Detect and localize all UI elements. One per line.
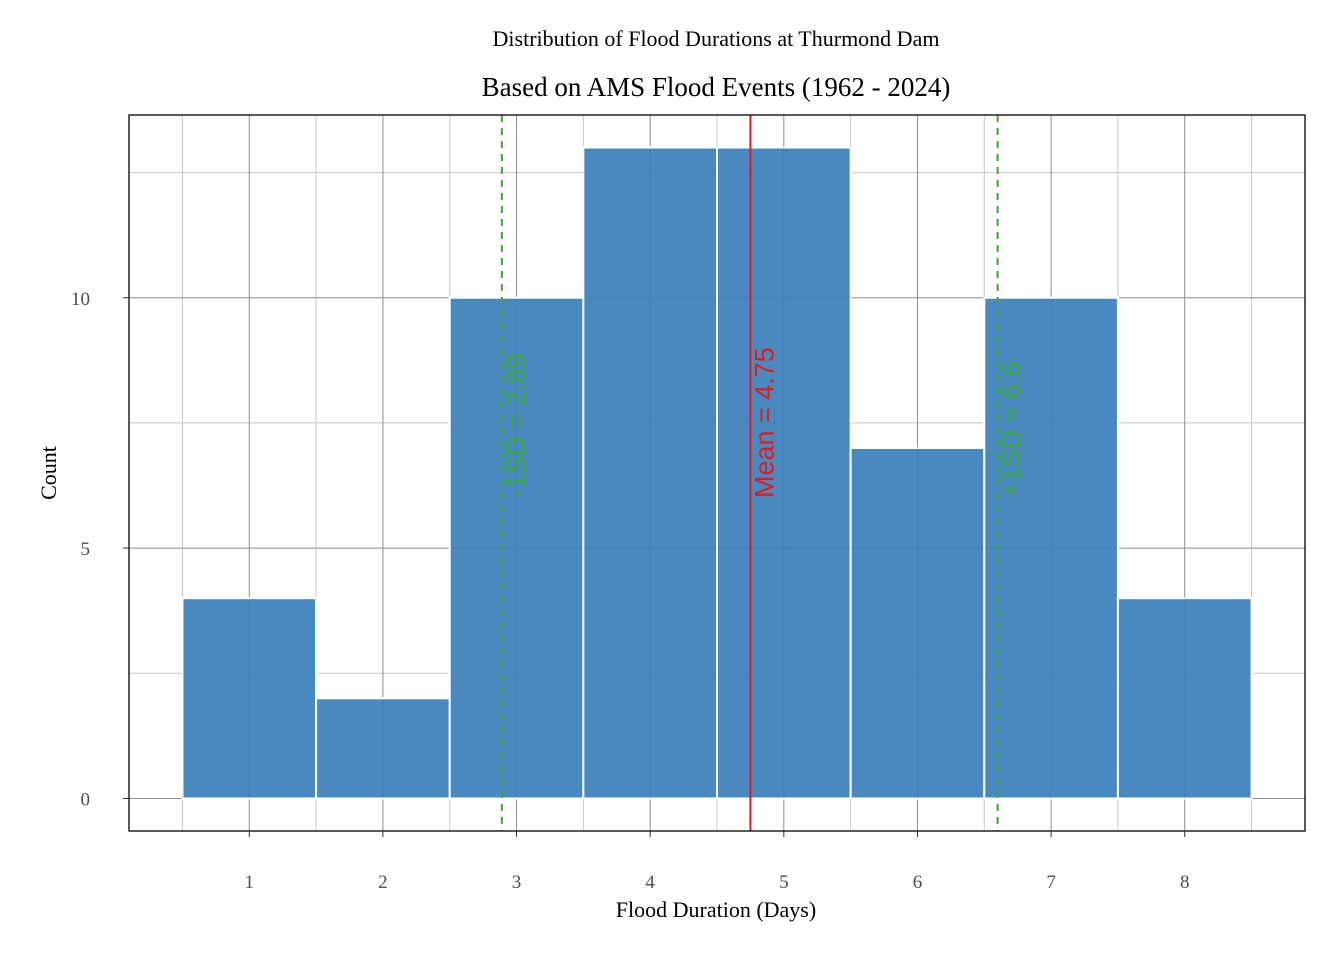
reference-line-label: +1SD = 6.6 [997,361,1027,498]
x-tick-label: 6 [913,872,923,893]
chart-title: Based on AMS Flood Events (1962 - 2024) [482,72,951,102]
axis-ticks: 1 2 3 4 5 6 7 8 0 5 10 [71,289,1189,893]
x-axis-title: Flood Duration (Days) [616,897,816,922]
bars [181,146,1253,800]
x-tick-label: 7 [1046,872,1056,893]
histogram-bar [716,146,852,800]
histogram-bar [315,697,451,800]
reference-line-label: -1SD = 2.89 [501,353,531,498]
y-tick-label: 5 [81,539,91,560]
y-tick-label: 10 [71,289,90,310]
histogram-bar [849,446,986,800]
x-tick-label: 3 [512,872,522,893]
x-tick-label: 1 [245,872,255,893]
x-tick-label: 5 [779,872,789,893]
y-axis-title: Count [36,446,61,500]
x-tick-label: 4 [645,872,655,893]
reference-lines: -1SD = 2.89 Mean = 4.75 +1SD = 6.6 [500,115,1027,831]
histogram-bar [448,296,585,800]
reference-line-label: Mean = 4.75 [749,347,779,498]
histogram-bar [582,146,719,800]
y-tick-label: 0 [81,789,91,810]
x-tick-label: 8 [1180,872,1190,893]
histogram-bar [1116,597,1253,800]
plot-border [128,114,1306,832]
x-tick-label: 2 [378,872,388,893]
chart-subtitle: Distribution of Flood Durations at Thurm… [493,26,940,51]
histogram-bar [983,296,1119,800]
histogram-bar [181,597,318,800]
